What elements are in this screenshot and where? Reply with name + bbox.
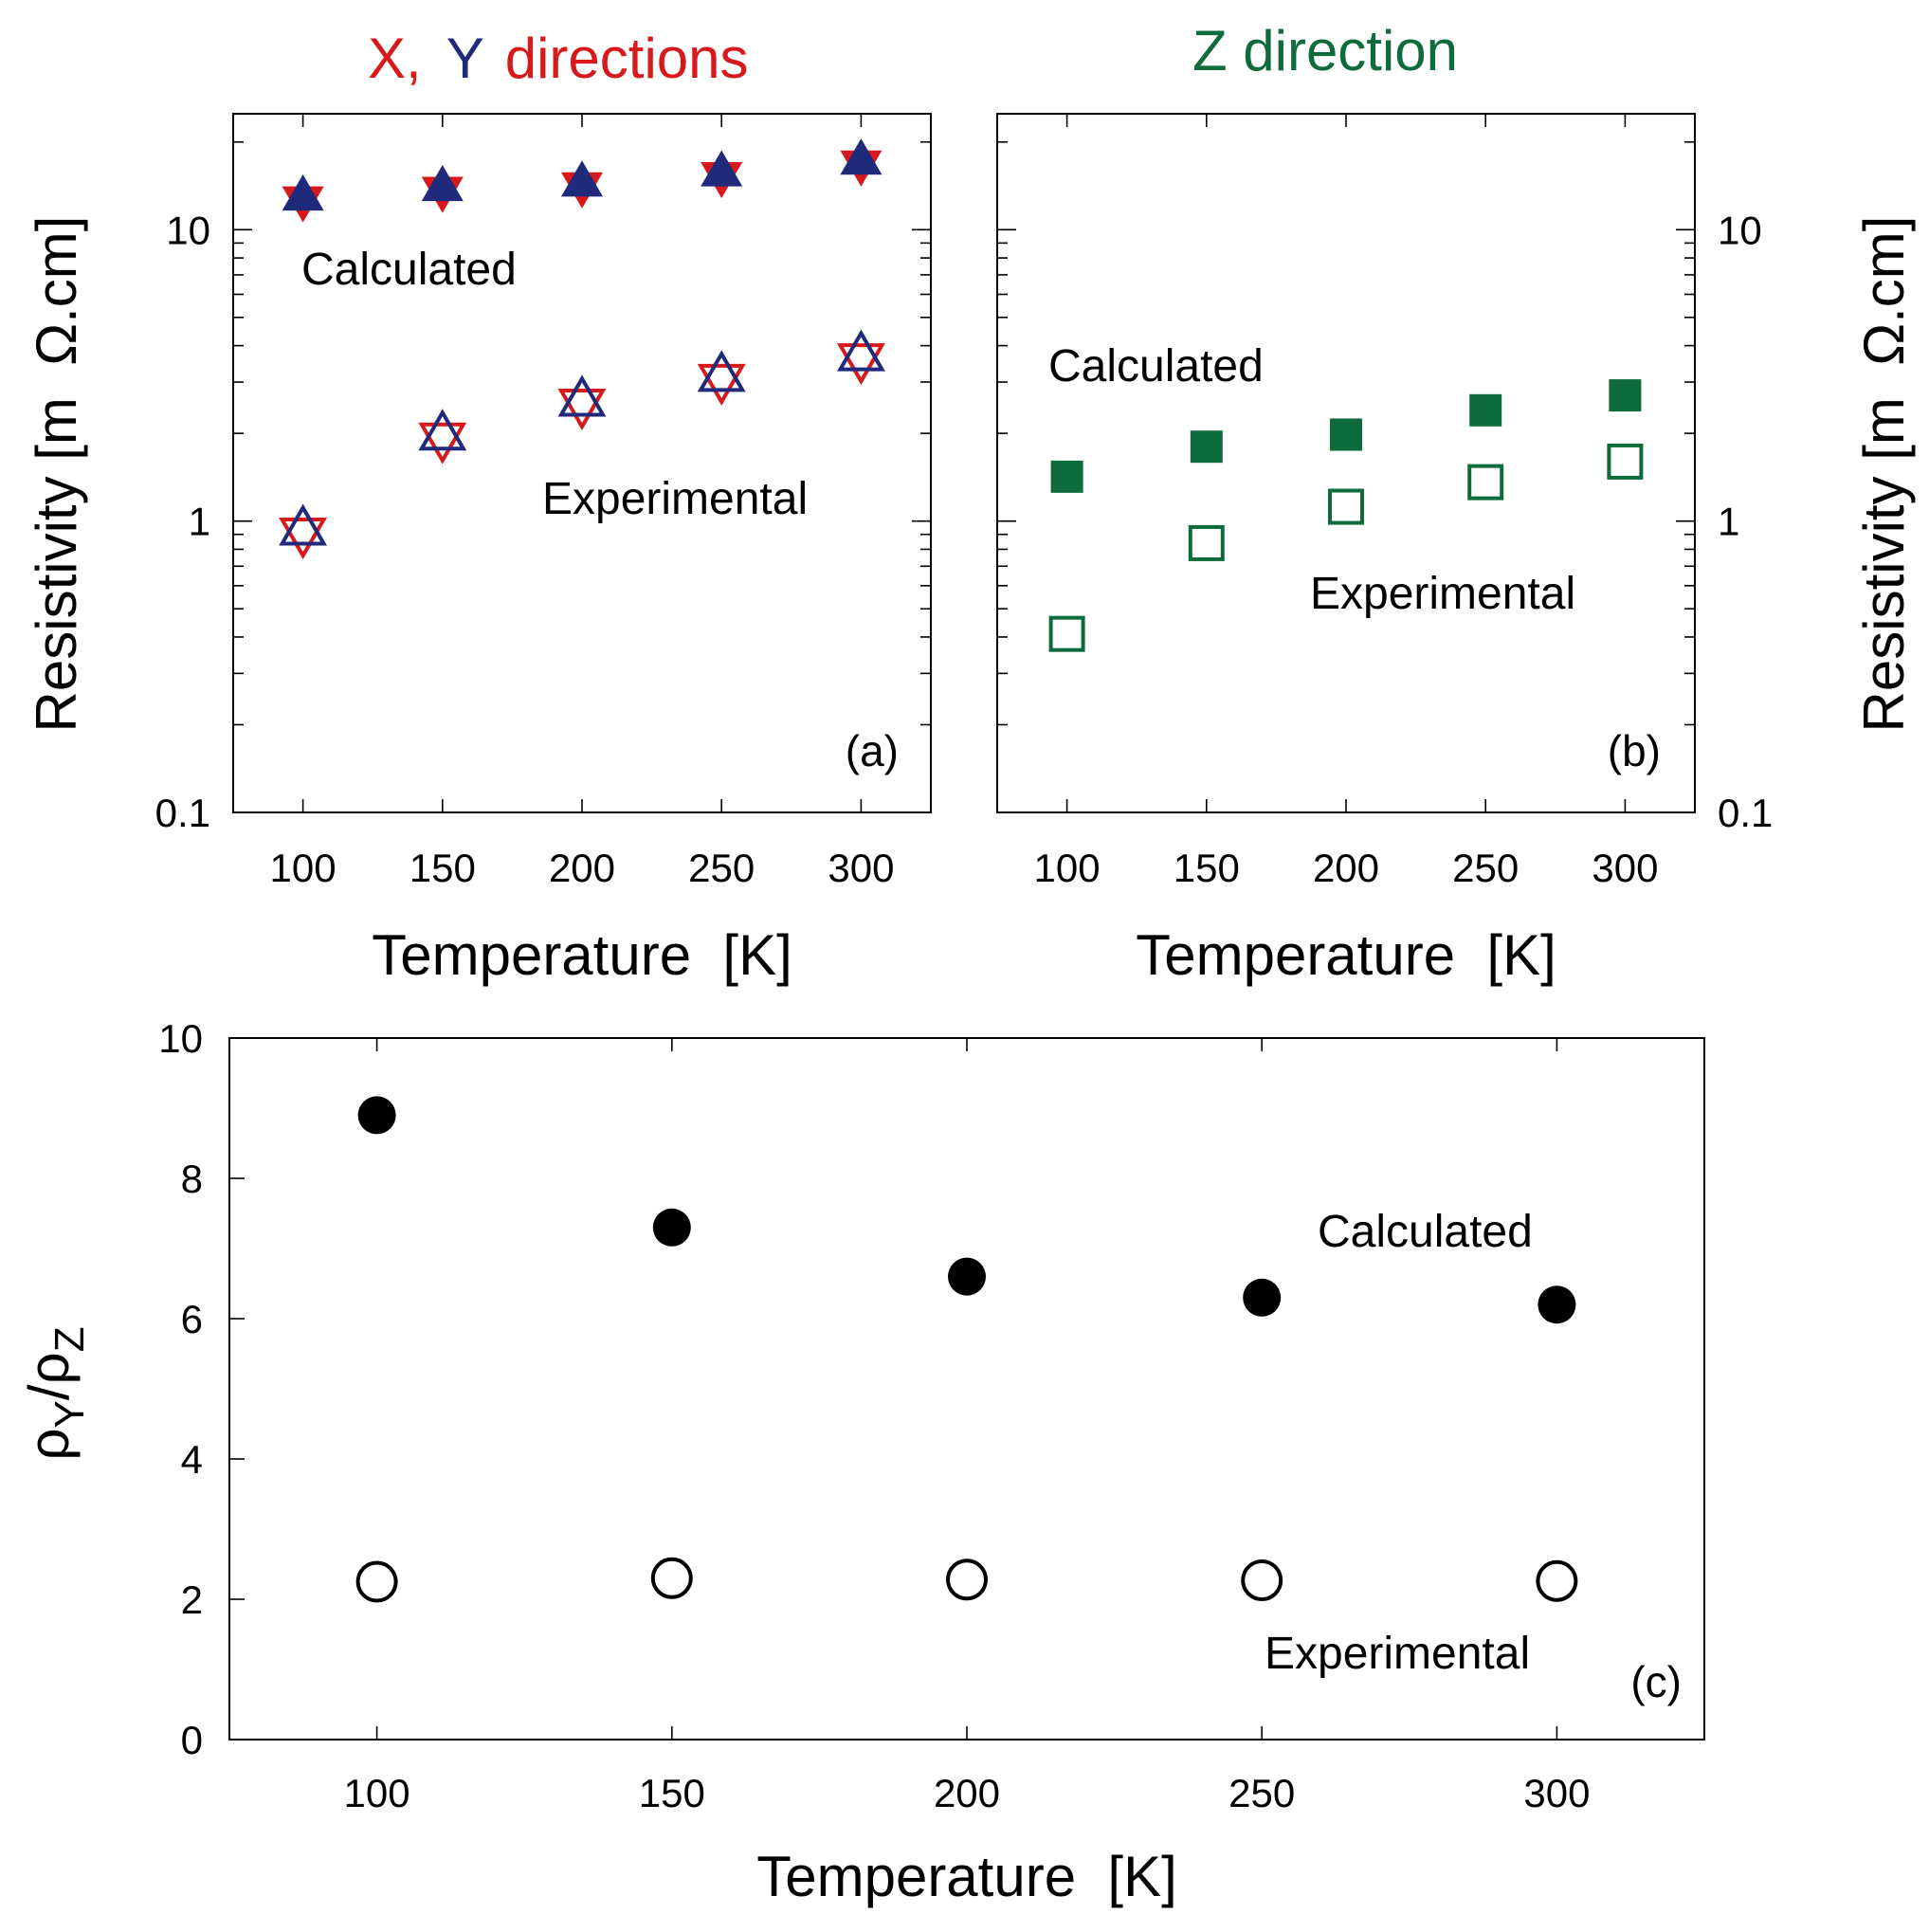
y-axis-label: Resistivity [m Ω.cm]: [1852, 216, 1916, 733]
series-z-experimental: [1048, 443, 1644, 652]
x-tick-label: 150: [639, 1771, 705, 1815]
annotation-calculated: Calculated: [301, 245, 517, 295]
x-tick-label: 300: [1523, 1771, 1590, 1815]
panel-label: (c): [1630, 1657, 1682, 1706]
annotation-calculated: Calculated: [1318, 1207, 1533, 1257]
data-point: [836, 329, 885, 372]
title-a-rest: directions: [505, 27, 749, 90]
panel-c-anisotropy-ratio: 100 150 200 250 300 0 2 4 6 8 10 Temperature [K] ρY/…: [17, 1016, 1705, 1908]
x-tick-label: 150: [1174, 846, 1240, 890]
series-x-experimental: [279, 343, 885, 560]
x-axis-label: Temperature [K]: [756, 1845, 1177, 1908]
series-z-calculated: [1050, 379, 1642, 493]
annotation-experimental: Experimental: [1265, 1629, 1530, 1679]
y-tick-label: 6: [181, 1297, 203, 1341]
plot-frame: [996, 113, 1696, 813]
y-axis-label-part: /ρ: [17, 1352, 81, 1400]
series-calculated: [357, 1096, 1576, 1324]
x-tick-label: 250: [1452, 846, 1519, 890]
y-tick-label: 10: [166, 208, 210, 252]
data-point: [1469, 393, 1502, 427]
data-point: [1050, 460, 1083, 493]
annotation-calculated: Calculated: [1048, 341, 1264, 392]
panel-a-resistivity-xy: 100 150 200 250 300 0.1 1 10 Temperature [K] Resi…: [25, 113, 932, 987]
data-point: [1188, 524, 1225, 561]
y-axis-label: Resistivity [m Ω.cm]: [25, 216, 88, 733]
data-point: [1607, 443, 1644, 480]
y-axis-label-part: Z: [46, 1326, 93, 1352]
data-point: [357, 1096, 396, 1135]
y-tick-label: 2: [181, 1577, 203, 1622]
data-point: [948, 1257, 986, 1296]
y-tick-label: 0: [181, 1718, 203, 1762]
data-point: [1536, 1559, 1578, 1602]
x-tick-label: 200: [549, 846, 615, 890]
x-tick-label: 100: [270, 846, 337, 890]
y-tick-label: 1: [1718, 500, 1739, 544]
data-point: [282, 174, 324, 211]
panel-label: (a): [846, 726, 899, 775]
y-tick-label: 0.1: [155, 791, 210, 835]
series-y-experimental: [279, 329, 885, 546]
data-point: [561, 160, 603, 197]
y-axis-label-part: Y: [46, 1400, 93, 1428]
data-point: [279, 518, 328, 560]
panel-b-resistivity-z: 100 150 200 250 300 0.1 1 10 Temperature [K] Resi…: [996, 113, 1916, 987]
data-point: [421, 165, 464, 202]
data-point: [1609, 379, 1642, 412]
data-point: [1243, 1278, 1282, 1317]
series-experimental: [355, 1557, 1578, 1603]
y-axis-label-part: ρ: [17, 1428, 81, 1460]
data-point: [650, 1557, 693, 1599]
y-axis-label: ρY/ρZ: [17, 1326, 93, 1460]
x-tick-label: 100: [1034, 846, 1101, 890]
x-tick-label: 100: [344, 1771, 410, 1815]
plot-frame: [232, 113, 932, 813]
annotation-experimental: Experimental: [1310, 569, 1575, 619]
y-tick-label: 10: [158, 1016, 203, 1061]
title-b: Z direction: [1192, 19, 1458, 82]
x-axis-label: Temperature [K]: [1136, 923, 1556, 987]
data-point: [355, 1560, 398, 1603]
data-point: [1538, 1285, 1576, 1324]
x-tick-label: 300: [828, 846, 894, 890]
data-point: [557, 388, 607, 431]
panel-label: (b): [1608, 726, 1661, 775]
data-point: [1048, 615, 1085, 652]
y-tick-label: 8: [181, 1157, 203, 1201]
x-tick-label: 200: [934, 1771, 1000, 1815]
x-tick-label: 200: [1313, 846, 1379, 890]
y-tick-label: 4: [181, 1437, 203, 1482]
data-point: [1241, 1559, 1283, 1602]
data-point: [1328, 488, 1364, 525]
x-tick-label: 150: [409, 846, 476, 890]
data-point: [836, 343, 885, 386]
y-tick-label: 10: [1718, 208, 1762, 252]
data-point: [557, 374, 607, 417]
title-a-x: X,: [368, 27, 422, 90]
y-tick-label: 0.1: [1718, 791, 1773, 835]
series-y-calculated: [282, 138, 883, 211]
x-tick-label: 250: [1228, 1771, 1295, 1815]
data-point: [701, 150, 743, 187]
annotation-experimental: Experimental: [542, 474, 808, 524]
x-tick-label: 300: [1592, 846, 1658, 890]
data-point: [418, 409, 467, 451]
data-point: [279, 503, 328, 546]
data-point: [1330, 418, 1362, 451]
data-point: [1467, 464, 1504, 501]
data-point: [697, 363, 746, 406]
title-a-y: Y: [446, 27, 484, 90]
data-point: [1190, 430, 1223, 464]
x-tick-label: 250: [688, 846, 755, 890]
data-point: [840, 138, 883, 175]
data-point: [652, 1208, 691, 1247]
y-tick-label: 1: [189, 500, 210, 544]
data-point: [697, 350, 746, 392]
data-point: [946, 1558, 988, 1601]
x-axis-label: Temperature [K]: [372, 923, 792, 987]
data-point: [418, 422, 467, 465]
